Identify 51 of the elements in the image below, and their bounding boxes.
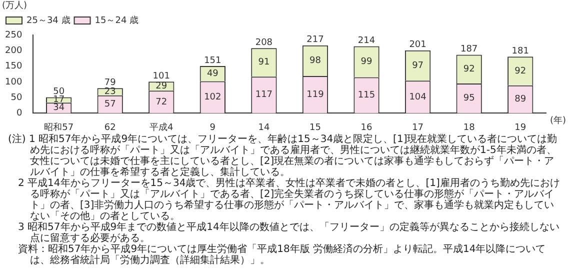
y-tick-label: 150 xyxy=(4,62,22,72)
total-label: 151 xyxy=(204,56,222,66)
total-label: 217 xyxy=(306,35,324,46)
y-tick-label: 50 xyxy=(10,92,22,103)
x-tick-label: 平成4 xyxy=(150,122,174,133)
y-tick-label: 250 xyxy=(4,30,22,40)
x-tick-label: 19 xyxy=(514,122,526,133)
x-tick-label: 14 xyxy=(258,122,270,133)
data-label: 117 xyxy=(255,90,273,100)
data-label: 57 xyxy=(104,100,116,110)
data-label: 91 xyxy=(258,58,270,68)
text: 3 昭和57年から平成9年までの数値と平成14年以降の数値とでは、「フリーター」の定義等が異なることから接続しない点に留意する必要がある。 xyxy=(17,222,560,244)
x-tick-label: 62 xyxy=(104,122,116,133)
y-tick-label: 100 xyxy=(4,77,22,88)
data-label: 95 xyxy=(463,94,475,104)
x-tick-label: 15 xyxy=(310,122,321,133)
total-label: 187 xyxy=(460,44,478,55)
y-axis-title: (万人) xyxy=(2,0,28,11)
total-label: 201 xyxy=(409,40,426,50)
total-label: 181 xyxy=(512,46,529,56)
data-label: 119 xyxy=(306,90,324,100)
total-label: 101 xyxy=(152,71,170,82)
data-label: 92 xyxy=(514,66,526,76)
data-label: 99 xyxy=(360,57,373,68)
data-label: 49 xyxy=(206,68,219,79)
x-tick-label: 17 xyxy=(412,122,424,133)
data-label: 115 xyxy=(358,90,376,101)
data-label: 92 xyxy=(463,64,475,74)
total-label: 208 xyxy=(255,38,273,48)
total-label: 214 xyxy=(358,36,376,46)
data-label: 89 xyxy=(514,94,526,105)
x-tick-label: 9 xyxy=(210,122,216,133)
x-axis-title: (年) xyxy=(550,115,566,126)
x-tick-label: 16 xyxy=(360,122,373,133)
y-tick-label: 0 xyxy=(16,108,22,119)
data-label: 98 xyxy=(310,56,322,66)
data-label: 72 xyxy=(156,97,168,108)
x-tick-label: 昭和57 xyxy=(44,122,74,133)
legend-label: 25～34 歳 xyxy=(26,14,70,26)
data-label: 23 xyxy=(104,87,116,98)
x-tick-label: 18 xyxy=(463,122,476,133)
total-label: 79 xyxy=(104,78,116,88)
data-label: 97 xyxy=(412,60,424,71)
data-label: 104 xyxy=(409,92,427,102)
text: 2 平成14年からフリーターを15～34歳で、男性は卒業者、女性は卒業者で未婚の者とし、[1]雇用者のうち勤め先における呼称が「パート」又は「アルバイト」である者、[2]完全失業者のうち探している仕事の形態が「パート・アルバイト」の者、[3]非労働力人口のうち希望する仕事の形態が「パート・アルバイト」で、家事も通学も就業内定もしていない「その他」の者としている。 xyxy=(17,178,561,222)
data-label: 102 xyxy=(204,92,222,103)
text: 資料：昭和57年から平成9年については厚生労働省「平成18年版 労働経済の分析」より転記。平成14年以降については、総務省統計局「労働力調査（詳細集計結果）」。 xyxy=(17,244,547,266)
legend-label: 15～24 歳 xyxy=(94,14,139,26)
text: (注) 1 昭和57年から平成9年については、フリーターを、年齢は15～34歳と限定し、[1]現在就業している者については勤め先における呼称が「パート」又は「アルバイト」である雇用者で、男性については継続就業年数が1-5年未満の者、女性については未婚で仕事を主にしている者とし、[2]現在無業の者については家事も通学もしておらず「パート・アルバイト」の仕事を希望する者と定義し、集計している。 xyxy=(8,134,558,178)
y-tick-label: 200 xyxy=(4,46,22,56)
data-label: 34 xyxy=(53,103,65,114)
